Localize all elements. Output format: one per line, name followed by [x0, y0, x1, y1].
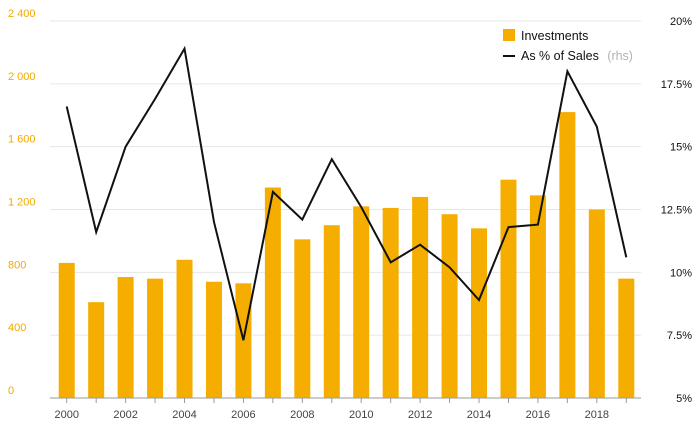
- investment-bar: [264, 187, 281, 398]
- legend-swatch-investments: [503, 29, 515, 41]
- investment-bar: [471, 228, 488, 398]
- investment-bar: [559, 112, 576, 398]
- axes: 0 5% 400 7.5% 800 10% 1 200 12.5% 1 600 15% 2 000 1…: [8, 8, 692, 421]
- investment-bar: [412, 196, 429, 398]
- x-tick-label: 2018: [585, 409, 609, 421]
- y-left-tick-label: 400: [8, 322, 26, 334]
- legend-label-investments: Investments: [521, 29, 588, 43]
- investment-bar: [500, 179, 517, 398]
- investment-bar: [58, 262, 75, 398]
- investment-bar: [88, 302, 105, 398]
- legend-label-sales-pct-main: As % of Sales: [521, 49, 599, 63]
- x-tick-label: 2004: [172, 409, 196, 421]
- y-right-tick-label: 10%: [670, 267, 692, 279]
- y-right-tick-label: 7.5%: [667, 330, 692, 342]
- investment-bar: [588, 209, 605, 398]
- x-tick-label: 2010: [349, 409, 373, 421]
- investment-bars: [58, 112, 635, 398]
- y-right-tick-label: 5%: [676, 393, 692, 405]
- x-tick-label: 2014: [467, 409, 491, 421]
- legend: Investments As % of Sales (rhs): [503, 29, 633, 64]
- x-tick-label: 2006: [231, 409, 255, 421]
- investment-bar: [176, 259, 193, 398]
- y-left-tick-label: 2 400: [8, 8, 36, 20]
- x-tick-label: 2016: [526, 409, 550, 421]
- y-left-tick-label: 800: [8, 259, 26, 271]
- y-left-tick-label: 1 200: [8, 197, 36, 209]
- investment-bar: [353, 206, 370, 398]
- y-right-tick-label: 20%: [670, 16, 692, 28]
- y-left-tick-label: 1 600: [8, 134, 36, 146]
- legend-label-sales-pct: As % of Sales (rhs): [521, 47, 633, 64]
- investment-bar: [117, 277, 134, 398]
- investment-bar: [235, 283, 252, 398]
- investment-bar: [529, 195, 546, 398]
- investment-bar: [618, 278, 635, 398]
- y-right-tick-label: 17.5%: [661, 79, 692, 91]
- investment-bar: [147, 278, 164, 398]
- investment-bar: [294, 239, 311, 398]
- x-tick-label: 2008: [290, 409, 314, 421]
- x-tick-label: 2012: [408, 409, 432, 421]
- gridlines: [50, 20, 641, 336]
- y-left-tick-label: 0: [8, 385, 14, 397]
- x-tick-label: 2002: [113, 409, 137, 421]
- y-left-tick-label: 2 000: [8, 71, 36, 83]
- legend-label-sales-pct-suffix: (rhs): [607, 49, 633, 63]
- y-right-tick-label: 15%: [670, 142, 692, 154]
- investment-bar: [205, 281, 222, 398]
- investment-bar: [382, 207, 399, 398]
- y-right-tick-label: 12.5%: [661, 205, 692, 217]
- investment-bar: [441, 214, 458, 398]
- sales-pct-line: [65, 45, 628, 341]
- x-tick-label: 2000: [54, 409, 78, 421]
- investment-bar: [323, 225, 340, 398]
- sales-pct-polyline: [65, 45, 628, 341]
